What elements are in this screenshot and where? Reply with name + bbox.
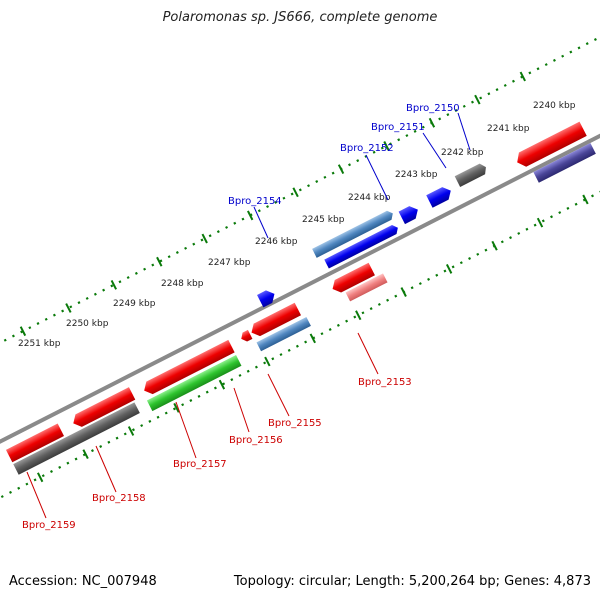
gene-arrow-navy-right-edge (533, 143, 596, 183)
scale-label: 2249 kbp (113, 299, 156, 309)
scale-label: 2247 kbp (208, 258, 251, 268)
accession-text: Accession: NC_007948 (9, 574, 157, 589)
genome-backbone (0, 98, 600, 484)
outer-scale-ruler (0, 21, 600, 405)
scale-label: 2241 kbp (487, 124, 530, 134)
gene-arrow-gray-far-right (454, 163, 486, 187)
forward-leader-lines (253, 112, 471, 239)
scale-label: 2244 kbp (348, 193, 391, 203)
gene-label-bpro-2151[interactable]: Bpro_2151 (371, 122, 425, 133)
reverse-gene-labels: Bpro_2153 Bpro_2155 Bpro_2156 Bpro_2157 … (22, 377, 412, 531)
scale-labels: 2240 kbp 2241 kbp 2242 kbp 2243 kbp 2244… (18, 101, 576, 349)
gene-arrow-gray-bpro-2158 (13, 402, 140, 475)
gene-label-bpro-2156[interactable]: Bpro_2156 (229, 435, 283, 446)
outer-major-ticks (19, 71, 526, 337)
gene-arrow-red-left (73, 387, 136, 427)
genome-summary-text: Topology: circular; Length: 5,200,264 bp… (233, 574, 591, 589)
gene-arrow-red-bpro-2153 (332, 262, 375, 293)
gene-arrow-blue-bpro-2154 (257, 290, 275, 308)
gene-arrow-blue-far-right (426, 187, 451, 208)
scale-label: 2246 kbp (255, 237, 298, 247)
gene-arrow-red-far-left (5, 423, 65, 463)
scale-label: 2245 kbp (302, 215, 345, 225)
gene-arrow-steel-bpro-2152 (312, 210, 393, 258)
gene-label-bpro-2152[interactable]: Bpro_2152 (340, 143, 394, 154)
gene-arrow-red-mid (251, 302, 302, 337)
gene-arrow-blue-small-right (398, 206, 418, 225)
gene-arrow-red-tiny (241, 329, 253, 342)
gene-arrow-pink-bpro-2153 (345, 273, 388, 302)
gene-arrow-red-right-edge (517, 121, 587, 167)
gene-label-bpro-2157[interactable]: Bpro_2157 (173, 459, 227, 470)
map-title: Polaromonas sp. JS666, complete genome (162, 10, 438, 25)
gene-label-bpro-2159[interactable]: Bpro_2159 (22, 520, 76, 531)
scale-label: 2243 kbp (395, 170, 438, 180)
gene-label-bpro-2158[interactable]: Bpro_2158 (92, 493, 146, 504)
gene-label-bpro-2150[interactable]: Bpro_2150 (406, 103, 460, 114)
gene-arrow-steel-bpro-2155 (256, 316, 311, 352)
gene-arrow-green-bpro-2157 (146, 355, 242, 412)
scale-label: 2251 kbp (18, 339, 61, 349)
reverse-leader-lines (26, 332, 379, 519)
scale-label: 2240 kbp (533, 101, 576, 111)
gene-label-bpro-2155[interactable]: Bpro_2155 (268, 418, 322, 429)
gene-label-bpro-2154[interactable]: Bpro_2154 (228, 196, 282, 207)
genome-band (0, 21, 600, 528)
inner-major-ticks (37, 194, 589, 483)
forward-gene-labels: Bpro_2150 Bpro_2151 Bpro_2152 Bpro_2154 (228, 103, 460, 207)
scale-label: 2242 kbp (441, 148, 484, 158)
inner-scale-ruler (0, 143, 600, 528)
gene-arrow-blue-bpro-2151 (324, 225, 398, 269)
scale-label: 2248 kbp (161, 279, 204, 289)
gene-arrow-red-left-mid (144, 339, 235, 395)
gene-label-bpro-2153[interactable]: Bpro_2153 (358, 377, 412, 388)
scale-label: 2250 kbp (66, 319, 109, 329)
